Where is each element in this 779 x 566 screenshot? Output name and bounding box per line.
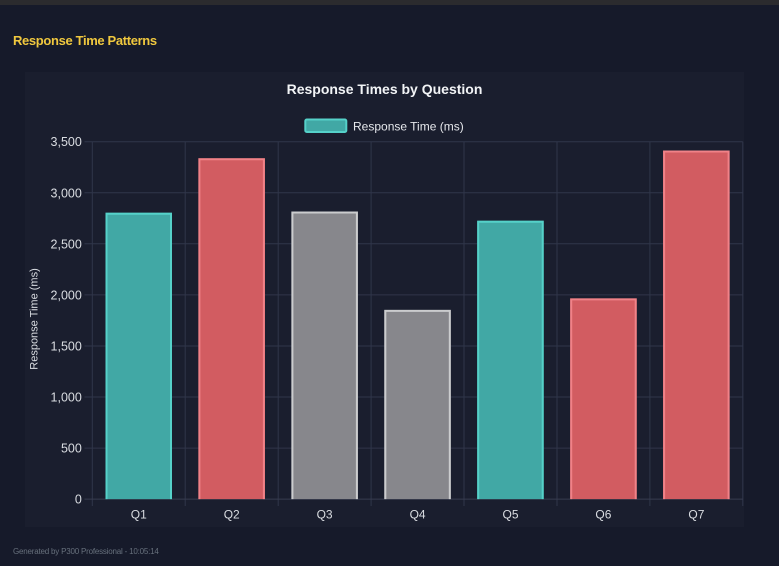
svg-text:0: 0 — [75, 493, 82, 507]
svg-text:3,500: 3,500 — [51, 135, 82, 149]
svg-text:Q7: Q7 — [688, 508, 704, 522]
svg-text:500: 500 — [61, 442, 82, 456]
svg-text:Q2: Q2 — [224, 508, 240, 522]
svg-text:Response Time (ms): Response Time (ms) — [28, 268, 40, 369]
svg-text:Q1: Q1 — [131, 508, 147, 522]
svg-text:2,500: 2,500 — [51, 237, 82, 251]
svg-text:1,000: 1,000 — [51, 391, 82, 405]
svg-text:2,000: 2,000 — [51, 288, 82, 302]
svg-text:Response Times by Question: Response Times by Question — [287, 81, 483, 97]
svg-text:Q3: Q3 — [317, 508, 333, 522]
svg-text:Q4: Q4 — [410, 508, 426, 522]
svg-text:Response Time (ms): Response Time (ms) — [353, 120, 464, 134]
svg-text:3,000: 3,000 — [51, 186, 82, 200]
svg-text:1,500: 1,500 — [51, 340, 82, 354]
svg-text:Q6: Q6 — [595, 508, 611, 522]
svg-text:Q5: Q5 — [502, 508, 518, 522]
